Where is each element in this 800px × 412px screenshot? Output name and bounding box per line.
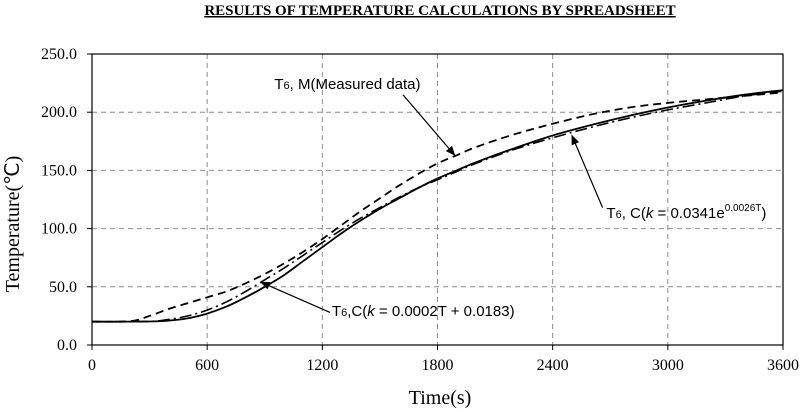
- y-tick-label: 100.0: [41, 221, 77, 238]
- series-line-solid: [91, 89, 784, 323]
- annotation-arrow-linear: [259, 281, 331, 313]
- y-tick-label: 200.0: [41, 104, 77, 121]
- x-axis-label: Time(s): [409, 387, 472, 409]
- annotation-arrow-exponential: [571, 134, 604, 208]
- x-tick-label: 1800: [422, 357, 454, 374]
- x-tick-label: 1200: [306, 357, 338, 374]
- annotation-linear: T6,C(k = 0.0002T + 0.0183): [332, 303, 515, 320]
- x-tick-label: 3600: [767, 357, 799, 374]
- annotation-exponential: T6, C(k = 0.0341e0.0026T): [606, 203, 766, 222]
- x-ticks: 0 600 1200 1800 2400 3000 3600: [88, 345, 799, 374]
- y-tick-label: 0.0: [57, 337, 77, 354]
- y-ticks: 0.0 50.0 100.0 150.0 200.0 250.0: [41, 46, 92, 354]
- y-axis-label: Temperature(℃): [2, 156, 24, 293]
- chart-title: RESULTS OF TEMPERATURE CALCULATIONS BY S…: [204, 3, 675, 19]
- x-tick-label: 0: [88, 357, 96, 374]
- grid: [92, 54, 783, 345]
- annotation-measured: T6, M(Measured data): [274, 76, 420, 93]
- series-line-dashed: [91, 91, 784, 323]
- y-tick-label: 50.0: [49, 279, 77, 296]
- annotations: T6, M(Measured data) T6, C(k = 0.0341e0.0…: [259, 76, 766, 320]
- x-tick-label: 2400: [537, 357, 569, 374]
- series: [91, 89, 784, 323]
- x-tick-label: 3000: [652, 357, 684, 374]
- series-line-dash-dot: [91, 90, 784, 323]
- y-tick-label: 250.0: [41, 46, 77, 63]
- x-tick-label: 600: [195, 357, 219, 374]
- y-tick-label: 150.0: [41, 162, 77, 179]
- annotation-arrow-measured: [402, 94, 456, 157]
